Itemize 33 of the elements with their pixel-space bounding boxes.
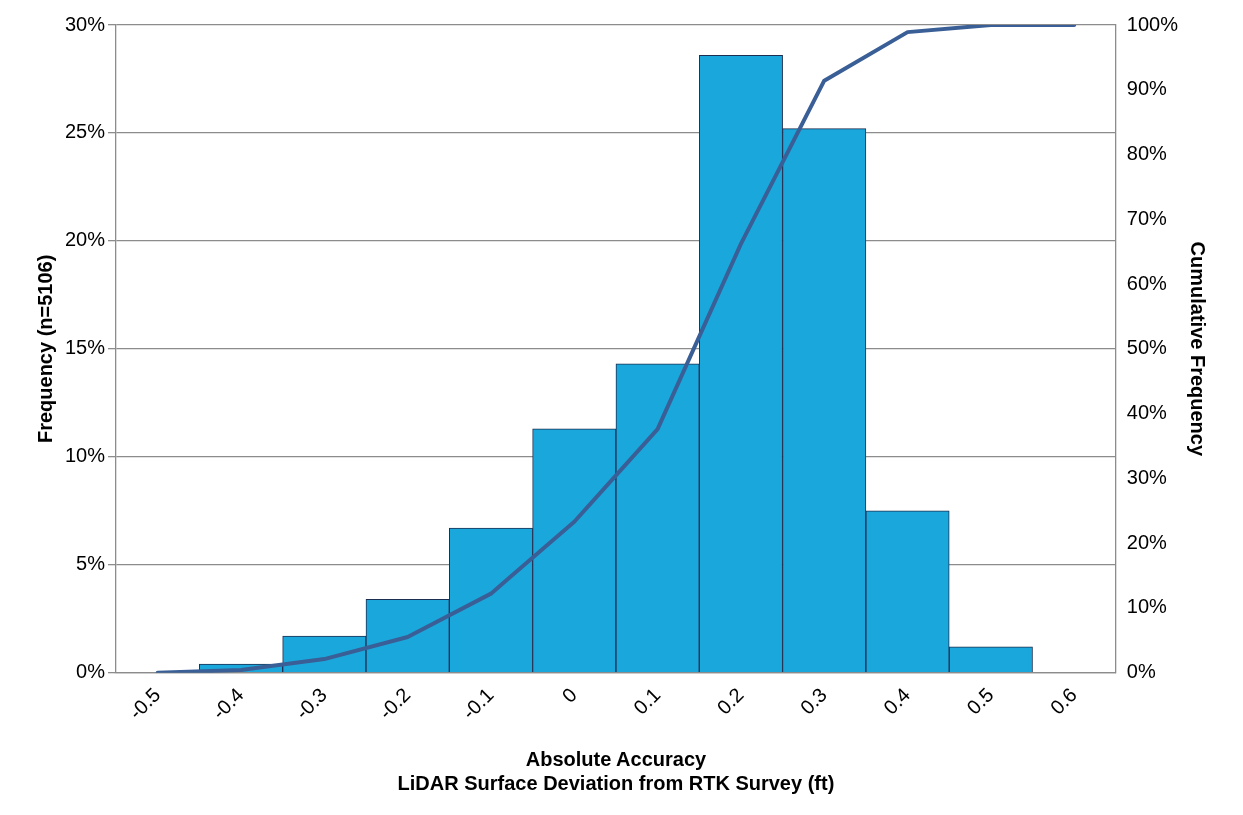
x-tick-label: -0.1 [457,683,498,724]
y2-axis-title: Cumulative Frequency [1187,241,1210,457]
y-tick-label: 20% [65,228,106,251]
x-tick-label: -0.2 [374,683,415,724]
y-tick-label: 10% [65,444,106,467]
y2-tick-label: 80% [1126,142,1168,165]
y2-tick-label: 70% [1126,206,1168,229]
y-tick-label: 5% [76,552,106,575]
y2-tick-label: 40% [1126,401,1168,424]
y-tick-label: 25% [65,120,106,143]
x-tick-label: -0.3 [291,683,332,724]
x-tick-label: 0.2 [712,683,748,719]
y2-tick-label: 0% [1126,660,1156,683]
y2-tick-label: 20% [1126,530,1168,553]
x-tick-label: -0.5 [124,683,165,724]
y-axis-title: Frequency (n=5106) [33,254,56,444]
y2-tick-label: 60% [1126,271,1168,294]
y2-tick-label: 100% [1126,12,1179,35]
y2-tick-label: 10% [1126,595,1168,618]
y2-tick-label: 30% [1126,465,1168,488]
x-tick-label: 0 [557,683,582,707]
x-tick-label: 0.4 [879,683,915,719]
y-tick-label: 30% [65,12,106,35]
y2-tick-label: 90% [1126,77,1168,100]
y-tick-label: 0% [76,660,106,683]
x-tick-label: 0.5 [962,683,998,719]
x-tick-label: -0.4 [207,683,248,724]
x-axis-title: Absolute Accuracy LiDAR Surface Deviation from RTK Survey (ft) [397,747,835,794]
y-tick-label: 15% [65,336,106,359]
x-tick-label: 0.1 [629,683,665,719]
x-tick-label: 0.6 [1045,683,1081,719]
x-tick-label: 0.3 [795,683,831,719]
y2-tick-label: 50% [1126,336,1168,359]
